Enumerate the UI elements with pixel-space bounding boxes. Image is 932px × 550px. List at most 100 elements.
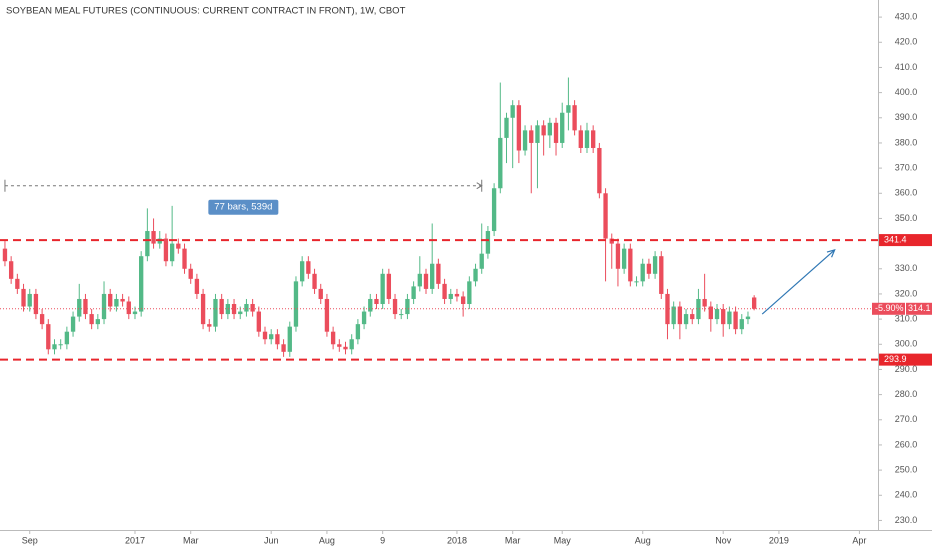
candle-body xyxy=(182,248,187,269)
candle-body xyxy=(312,273,317,289)
candle-body xyxy=(355,324,361,340)
candle-body xyxy=(21,288,26,307)
candle-body xyxy=(609,238,614,244)
x-tick-label: Aug xyxy=(319,535,335,545)
trend-arrowhead xyxy=(826,248,836,258)
candle-body xyxy=(541,125,546,136)
y-tick-label: 250.0 xyxy=(895,464,918,474)
x-tick-label: Sep xyxy=(22,535,38,545)
candle-body xyxy=(498,137,503,189)
candle-body xyxy=(39,314,45,325)
candle-body xyxy=(176,243,181,249)
candle-body xyxy=(213,298,218,327)
candle-body xyxy=(120,298,125,302)
candle-body xyxy=(145,231,150,257)
candle-body xyxy=(547,122,553,136)
candle-body xyxy=(621,248,627,269)
candle-body xyxy=(628,248,633,282)
candle-body xyxy=(2,248,8,262)
candle-body xyxy=(690,314,695,320)
candle-body xyxy=(603,193,608,239)
candle-body xyxy=(151,231,156,244)
candle-body xyxy=(392,298,398,315)
candle-body xyxy=(337,344,342,347)
candle-body xyxy=(33,293,39,315)
candle-body xyxy=(374,298,379,305)
candle-body xyxy=(721,309,726,325)
candle-body xyxy=(702,298,707,307)
last-price-box xyxy=(906,302,932,315)
candle-body xyxy=(299,261,305,282)
x-tick-label: Apr xyxy=(852,535,866,545)
candle-body xyxy=(269,334,274,340)
candle-body xyxy=(139,256,144,312)
candle-body xyxy=(597,147,602,194)
y-tick-label: 400.0 xyxy=(895,87,918,97)
candle-body xyxy=(95,319,100,325)
y-tick-label: 430.0 xyxy=(895,11,918,21)
candle-body xyxy=(448,293,453,299)
candle-body xyxy=(83,298,88,315)
candle-body xyxy=(529,130,534,143)
candle-body xyxy=(578,130,583,148)
candle-body xyxy=(114,298,119,307)
y-tick-label: 350.0 xyxy=(895,213,918,223)
y-tick-label: 420.0 xyxy=(895,37,918,47)
x-tick-label: Mar xyxy=(505,535,521,545)
last-price-label: 314.1 xyxy=(908,303,931,313)
candle-body xyxy=(281,344,286,352)
candle-body xyxy=(324,298,330,332)
candle-body xyxy=(745,316,751,320)
change-box xyxy=(872,302,905,315)
x-tick-label: Aug xyxy=(635,535,651,545)
candle-body xyxy=(535,125,540,143)
candle-body xyxy=(646,263,652,274)
candle-body xyxy=(188,268,193,279)
candle-body xyxy=(733,311,738,330)
y-tick-label: 320.0 xyxy=(895,288,918,298)
x-tick-label: 2018 xyxy=(447,535,467,545)
y-tick-label: 310.0 xyxy=(895,313,918,323)
measure-label-box xyxy=(208,199,279,215)
candle-body xyxy=(696,298,701,320)
y-tick-label: 260.0 xyxy=(895,439,918,449)
candle-body xyxy=(473,268,478,282)
candle-body xyxy=(287,326,292,352)
chart-title: SOYBEAN MEAL FUTURES (CONTINUOUS: CURREN… xyxy=(6,6,406,17)
candle-body xyxy=(194,278,200,294)
candle-body xyxy=(634,281,639,283)
y-tick-label: 290.0 xyxy=(895,364,918,374)
candle-body xyxy=(293,281,299,327)
candle-body xyxy=(467,281,472,305)
candle-body xyxy=(727,311,732,325)
candle-body xyxy=(330,331,336,345)
level-label-box xyxy=(879,234,932,247)
candle-body xyxy=(516,105,522,151)
candle-body xyxy=(714,309,720,320)
candle-body xyxy=(566,105,571,113)
y-tick-label: 410.0 xyxy=(895,62,918,72)
candle-body xyxy=(591,130,596,148)
x-tick-label: Mar xyxy=(183,535,199,545)
y-tick-label: 370.0 xyxy=(895,162,918,172)
candle-body xyxy=(460,296,466,305)
candle-body xyxy=(219,298,224,315)
candle-body xyxy=(108,293,113,307)
candle-body xyxy=(491,188,497,232)
candle-body xyxy=(15,278,20,289)
candle-body xyxy=(659,256,664,294)
candle-body xyxy=(77,298,82,317)
y-tick-label: 240.0 xyxy=(895,490,918,500)
candle-body xyxy=(417,273,422,287)
candle-body xyxy=(380,273,385,305)
candle-body xyxy=(225,304,231,315)
candle-body xyxy=(89,314,94,325)
y-tick-label: 380.0 xyxy=(895,137,918,147)
candle-body xyxy=(436,263,441,284)
y-tick-label: 330.0 xyxy=(895,263,918,273)
y-tick-label: 280.0 xyxy=(895,389,918,399)
candle-body xyxy=(275,334,280,345)
candle-body xyxy=(169,243,175,262)
